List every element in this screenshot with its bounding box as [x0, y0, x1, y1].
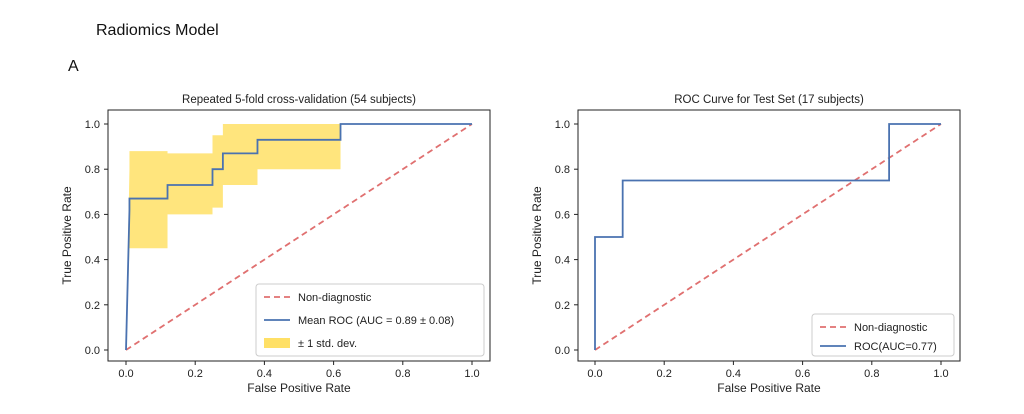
x-tick-label: 1.0	[933, 368, 948, 380]
figure-title: Radiomics Model	[96, 22, 219, 39]
y-axis-label: True Positive Rate	[530, 186, 544, 285]
y-tick-label: 0.8	[555, 164, 570, 176]
x-axis-label: False Positive Rate	[247, 381, 351, 395]
x-tick-label: 0.2	[188, 368, 203, 380]
x-tick-label: 0.4	[257, 368, 272, 380]
legend-entry: Non-diagnostic	[854, 322, 928, 334]
x-tick-label: 0.2	[657, 368, 672, 380]
y-tick-label: 0.0	[555, 345, 570, 357]
non-diagnostic-line	[594, 123, 942, 351]
y-tick-label: 1.0	[555, 119, 570, 131]
legend-entry: ROC(AUC=0.77)	[854, 341, 937, 353]
x-tick-label: 0.0	[587, 368, 602, 380]
y-axis-label: True Positive Rate	[60, 186, 74, 285]
x-tick-label: 0.8	[395, 368, 410, 380]
legend-box	[811, 313, 955, 357]
y-tick-label: 0.6	[555, 209, 570, 221]
plot-frame	[107, 109, 491, 362]
x-tick-label: 1.0	[464, 368, 479, 380]
legend-entry: ± 1 std. dev.	[298, 338, 357, 350]
x-tick-label: 0.4	[726, 368, 741, 380]
roc-curve-line	[125, 123, 472, 351]
y-tick-label: 0.4	[555, 255, 570, 267]
legend: Non-diagnostic Mean ROC (AUC = 0.89 ± 0.0…	[255, 283, 485, 357]
chart-1: Repeated 5-fold cross-validation (54 sub…	[60, 94, 491, 395]
legend-swatch	[264, 338, 290, 348]
chart-title: ROC Curve for Test Set (17 subjects)	[674, 94, 864, 106]
x-tick-label: 0.0	[118, 368, 133, 380]
x-tick-label: 0.6	[326, 368, 341, 380]
chart-2: ROC Curve for Test Set (17 subjects) 0.0 0…	[530, 94, 961, 395]
x-tick-label: 0.6	[795, 368, 810, 380]
panel-label: A	[68, 58, 79, 75]
legend-entry: Non-diagnostic	[298, 292, 372, 304]
y-tick-label: 0.2	[555, 300, 570, 312]
legend-box	[255, 283, 485, 357]
roc-curve-line	[594, 123, 941, 350]
y-tick-label: 1.0	[85, 119, 100, 131]
plot-frame	[577, 109, 961, 362]
non-diagnostic-line	[125, 123, 473, 351]
chart-title: Repeated 5-fold cross-validation (54 sub…	[182, 94, 416, 106]
y-tick-label: 0.8	[85, 164, 100, 176]
legend-entry: Mean ROC (AUC = 0.89 ± 0.08)	[298, 315, 454, 327]
x-tick-label: 0.8	[864, 368, 879, 380]
y-tick-label: 0.4	[85, 255, 100, 267]
legend: Non-diagnostic ROC(AUC=0.77)	[811, 313, 955, 357]
y-tick-label: 0.2	[85, 300, 100, 312]
y-tick-label: 0.0	[85, 345, 100, 357]
x-axis-label: False Positive Rate	[717, 381, 821, 395]
y-tick-label: 0.6	[85, 209, 100, 221]
